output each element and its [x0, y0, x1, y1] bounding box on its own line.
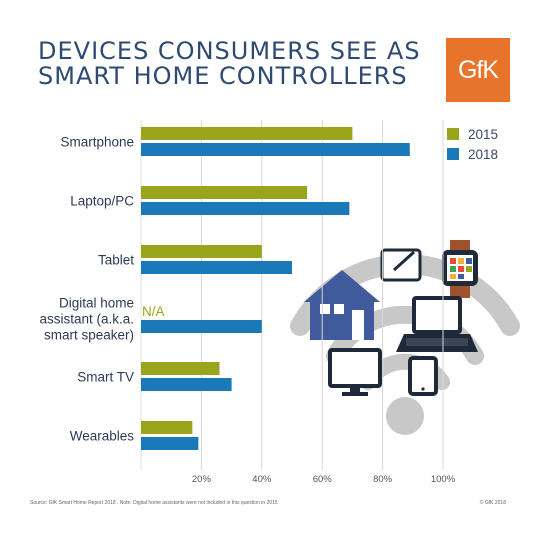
legend-swatch-2018	[447, 148, 459, 160]
x-tick-label: 100%	[431, 474, 456, 485]
source-note: Source: GfK Smart Home Report 2018 . Not…	[30, 500, 278, 506]
x-tick-label: 40%	[252, 474, 272, 485]
x-tick-label: 20%	[192, 474, 212, 485]
tablet-icon	[380, 248, 422, 282]
bar-2015	[141, 362, 220, 375]
smart-home-illustration	[290, 240, 520, 435]
chart-title: DEVICES CONSUMERS SEE AS SMART HOME CONT…	[38, 39, 421, 89]
category-label: assistant (a.k.a.	[39, 312, 134, 327]
missing-value-label: N/A	[142, 304, 165, 319]
legend-swatch-2015	[447, 128, 459, 140]
house-icon	[304, 270, 380, 340]
category-label: Tablet	[98, 253, 134, 268]
bar-2015	[141, 421, 193, 434]
bar-2018	[141, 437, 199, 450]
laptop-icon	[396, 296, 478, 352]
bar-2015	[141, 127, 353, 140]
bar-2018	[141, 143, 410, 156]
copyright-note: © GfK 2018	[479, 500, 506, 506]
category-label: Digital home	[59, 296, 134, 311]
category-label: smart speaker)	[44, 328, 134, 343]
legend-label-2015: 2015	[468, 127, 498, 142]
bar-2018	[141, 320, 262, 333]
x-tick-label: 80%	[373, 474, 393, 485]
monitor-icon	[328, 348, 382, 396]
title-line-2: SMART HOME CONTROLLERS	[38, 62, 408, 90]
bar-2018	[141, 202, 350, 215]
category-label: Smart TV	[77, 370, 134, 385]
bar-2018	[141, 378, 232, 391]
category-label: Wearables	[70, 429, 135, 444]
title-line-1: DEVICES CONSUMERS SEE AS	[38, 37, 421, 65]
gfk-logo: GfK	[446, 38, 510, 102]
x-tick-label: 60%	[313, 474, 333, 485]
legend-label-2018: 2018	[468, 147, 498, 162]
smartwatch-icon	[442, 240, 478, 298]
bar-2018	[141, 261, 292, 274]
category-label: Smartphone	[60, 135, 134, 150]
category-label: Laptop/PC	[70, 194, 134, 209]
bar-2015	[141, 186, 308, 199]
smartphone-icon	[408, 356, 438, 396]
bar-2015	[141, 245, 262, 258]
